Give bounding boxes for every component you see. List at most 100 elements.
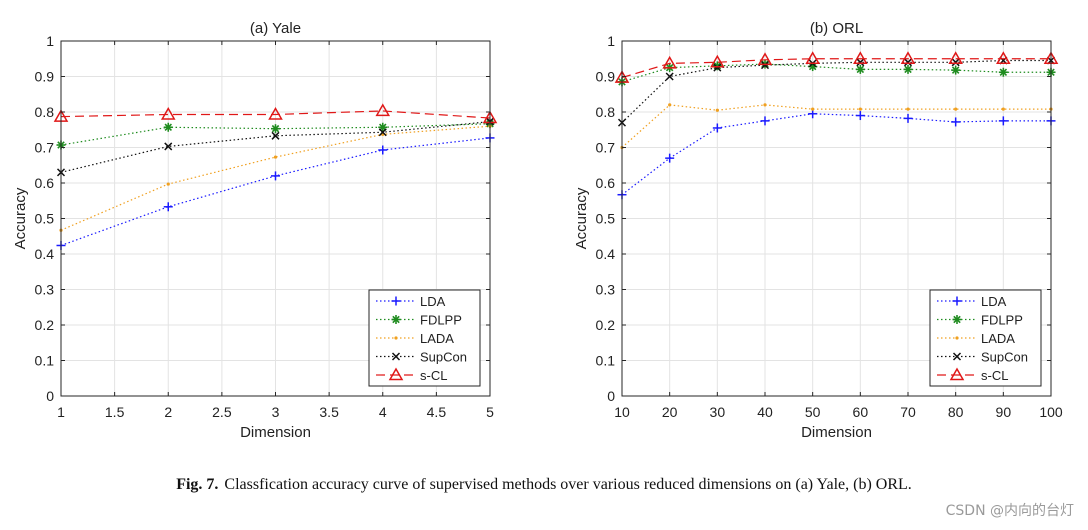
legend-entry-lda: LDA bbox=[376, 294, 446, 309]
x-tick-label: 70 bbox=[900, 404, 916, 420]
data-point-s-cl bbox=[160, 106, 176, 120]
x-tick-label: 40 bbox=[757, 404, 773, 420]
y-tick-label: 1 bbox=[607, 33, 615, 49]
data-point-lada-dot bbox=[1001, 107, 1005, 111]
x-tick-label: 30 bbox=[710, 404, 726, 420]
legend-swatch-marker-dot bbox=[394, 336, 398, 340]
series-line-supcon bbox=[60, 120, 491, 173]
chart-yale: 1 1.5 2 2.5 3 3.5 4 4.5 5 0 0.1 0.2 0.3 0.4 0.5 0.6 0.7 0… bbox=[12, 20, 498, 441]
data-point-supcon-b bbox=[378, 128, 387, 137]
data-point-fdlpp bbox=[163, 122, 173, 132]
x-tick-label: 100 bbox=[1039, 404, 1063, 420]
x-tick-label: 1.5 bbox=[105, 404, 125, 420]
data-point-lada bbox=[763, 103, 767, 107]
data-point-lda bbox=[998, 116, 1008, 126]
data-point-lada-dot bbox=[811, 107, 815, 111]
data-point-fdlpp-ray3 bbox=[951, 66, 960, 74]
legend-label: SupCon bbox=[420, 350, 467, 365]
caption-text: Classfication accuracy curve of supervis… bbox=[224, 476, 912, 493]
legend-box bbox=[368, 289, 481, 387]
data-point-supcon bbox=[164, 142, 173, 151]
data-point-lada bbox=[858, 107, 862, 111]
legend-swatch-marker-ray3 bbox=[953, 315, 961, 324]
legend-entry-fdlpp: FDLPP bbox=[937, 313, 1023, 328]
legend-label: s-CL bbox=[981, 368, 1008, 383]
x-tick-label: 5 bbox=[486, 404, 494, 420]
data-point-supcon-b bbox=[760, 61, 770, 70]
legend-entry-supcon: SupCon bbox=[937, 350, 1028, 365]
data-point-fdlpp bbox=[855, 64, 865, 74]
y-axis-label: Accuracy bbox=[573, 187, 590, 249]
data-point-lada-dot bbox=[273, 155, 278, 159]
data-point-fdlpp bbox=[378, 122, 388, 132]
data-point-s-cl-tri bbox=[160, 106, 176, 120]
y-tick-label: 0.9 bbox=[35, 69, 55, 85]
watermark: CSDN @内向的台灯 bbox=[945, 503, 1074, 519]
x-tick-label: 4 bbox=[379, 404, 387, 420]
data-point-fdlpp-ray3 bbox=[856, 65, 865, 74]
legend-swatch-marker-ray3 bbox=[392, 315, 400, 324]
x-tick-label: 3 bbox=[272, 404, 280, 420]
legend-swatch-marker bbox=[952, 315, 962, 324]
legend-entry-lada: LADA bbox=[376, 331, 454, 346]
y-tick-label: 0.1 bbox=[596, 353, 616, 369]
y-tick-label: 0.3 bbox=[596, 282, 616, 298]
data-point-fdlpp bbox=[903, 64, 913, 74]
data-point-supcon-b bbox=[903, 58, 913, 67]
y-tick-label: 0 bbox=[46, 388, 54, 404]
legend-swatch-marker-b bbox=[952, 352, 962, 361]
chart-title: (a) Yale bbox=[250, 20, 301, 37]
y-tick-label: 0.4 bbox=[35, 246, 55, 262]
legend-label: s-CL bbox=[420, 368, 447, 383]
data-point-fdlpp-ray3 bbox=[904, 65, 912, 74]
data-point-s-cl-tri bbox=[375, 103, 391, 117]
data-point-supcon-b bbox=[951, 58, 960, 67]
data-point-s-cl-tri bbox=[710, 54, 725, 68]
data-point-lada bbox=[1001, 107, 1005, 111]
data-point-s-cl-tri bbox=[268, 106, 283, 120]
data-point-s-cl bbox=[853, 51, 868, 64]
data-point-s-cl bbox=[805, 51, 820, 64]
chart-orl: 10 20 30 40 50 60 70 80 90 100 0 0.1 0.2 0.3 0.4 0.5 0.6… bbox=[573, 20, 1063, 441]
series-line-lda bbox=[621, 113, 1051, 196]
y-tick-label: 0.5 bbox=[596, 211, 616, 227]
x-axis-label: Dimension bbox=[801, 424, 872, 441]
y-tick-label: 0.6 bbox=[35, 175, 55, 191]
legend-swatch-marker-tri bbox=[388, 367, 404, 381]
x-tick-label: 4.5 bbox=[427, 404, 447, 420]
y-tick-label: 0.2 bbox=[596, 317, 616, 333]
data-point-fdlpp-ray3 bbox=[164, 123, 172, 132]
series-line-fdlpp bbox=[60, 123, 491, 146]
legend-entry-s-cl: s-CL bbox=[376, 367, 447, 383]
legend: LDA FDLPP LADA SupCon s-CL bbox=[368, 289, 481, 387]
data-point-s-cl bbox=[662, 55, 677, 69]
data-point-supcon-b bbox=[713, 63, 722, 72]
y-tick-label: 0.2 bbox=[35, 317, 55, 333]
data-point-fdlpp-ray3 bbox=[271, 124, 280, 133]
legend-swatch-marker bbox=[391, 352, 401, 361]
data-point-fdlpp bbox=[998, 67, 1008, 77]
data-point-s-cl bbox=[757, 52, 773, 66]
x-tick-label: 1 bbox=[57, 404, 65, 420]
data-point-s-cl-tri bbox=[900, 51, 916, 64]
x-tick-label: 20 bbox=[662, 404, 678, 420]
data-point-lda bbox=[808, 109, 818, 119]
data-point-supcon bbox=[856, 58, 865, 67]
data-point-fdlpp-ray3 bbox=[999, 68, 1008, 76]
legend-entry-s-cl: s-CL bbox=[937, 367, 1008, 383]
data-point-s-cl-tri bbox=[996, 51, 1011, 64]
data-point-s-cl-tri bbox=[948, 51, 963, 64]
series-line-s-cl bbox=[60, 110, 491, 119]
data-point-lada bbox=[811, 107, 815, 111]
data-point-lada-dot bbox=[763, 103, 767, 107]
legend-swatch-marker-tri bbox=[949, 367, 965, 381]
data-point-supcon-b bbox=[271, 131, 280, 140]
legend-label: FDLPP bbox=[981, 313, 1023, 328]
y-tick-label: 0 bbox=[607, 388, 615, 404]
legend-swatch-marker bbox=[388, 367, 404, 381]
data-point-lda bbox=[163, 202, 173, 212]
data-point-lada bbox=[715, 108, 719, 112]
legend-label: SupCon bbox=[981, 350, 1028, 365]
data-point-lada bbox=[954, 107, 958, 111]
y-tick-label: 1 bbox=[46, 33, 54, 49]
